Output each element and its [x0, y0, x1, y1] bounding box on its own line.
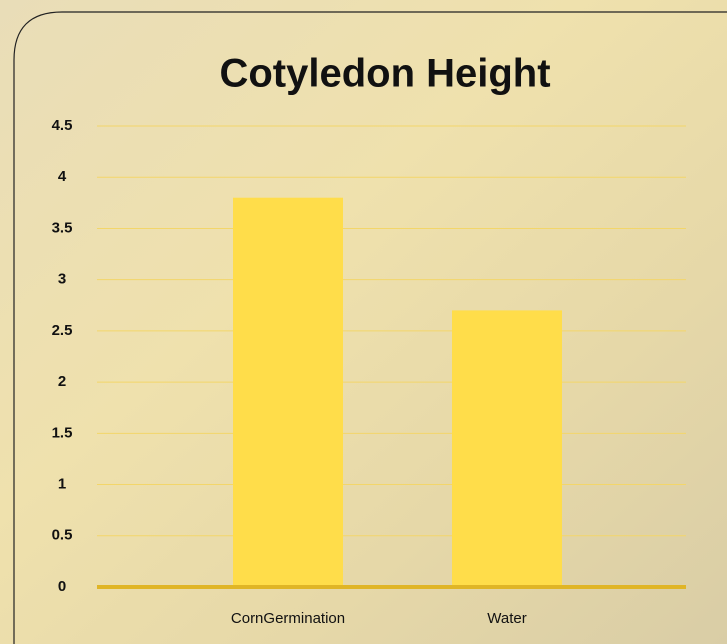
y-tick-label: 0: [58, 578, 66, 595]
y-tick-label: 4.5: [52, 117, 73, 134]
y-tick-label: 2.5: [52, 322, 73, 339]
background: [0, 0, 727, 644]
x-tick-label: CornGermination: [231, 610, 345, 627]
chart-title: Cotyledon Height: [219, 52, 550, 96]
bar: [233, 198, 343, 587]
y-tick-label: 0.5: [52, 527, 73, 544]
y-tick-label: 3: [58, 271, 66, 288]
bar: [452, 310, 562, 587]
chart: Cotyledon Height 0 0.5 1 1.5 2 2.5 3 3.5 4 4.5 Cor…: [0, 0, 727, 644]
y-tick-label: 1: [58, 476, 66, 493]
y-tick-label: 4: [58, 168, 67, 185]
y-tick-label: 3.5: [52, 219, 73, 236]
y-tick-label: 2: [58, 373, 66, 390]
y-tick-label: 1.5: [52, 424, 73, 441]
x-tick-label: Water: [487, 610, 526, 627]
